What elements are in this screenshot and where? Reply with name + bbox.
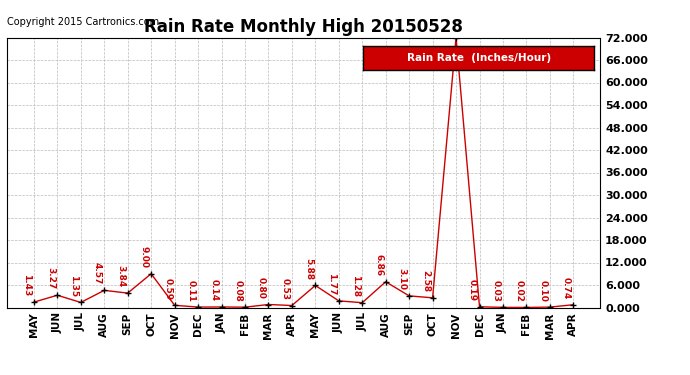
Text: 0.11: 0.11 [186,279,195,302]
Text: 6.86: 6.86 [374,254,383,276]
Text: 2.58: 2.58 [421,270,430,292]
Text: 0.59: 0.59 [163,278,172,300]
Text: 0.03: 0.03 [491,280,500,302]
Text: 0.14: 0.14 [210,279,219,302]
Text: 0.80: 0.80 [257,277,266,299]
Title: Rain Rate Monthly High 20150528: Rain Rate Monthly High 20150528 [144,18,463,36]
Text: 9.00: 9.00 [139,246,149,268]
Text: 3.84: 3.84 [116,265,126,288]
Text: 0.02: 0.02 [515,280,524,302]
Text: 3.27: 3.27 [46,267,55,290]
Text: 1.77: 1.77 [327,273,336,295]
Text: 1.35: 1.35 [69,275,79,297]
Text: 0.08: 0.08 [233,280,242,302]
Text: 0.74: 0.74 [562,277,571,299]
Text: 0.53: 0.53 [280,278,289,300]
Text: Copyright 2015 Cartronics.com: Copyright 2015 Cartronics.com [7,17,159,27]
Text: 3.10: 3.10 [397,268,406,290]
Text: 1.43: 1.43 [23,274,32,297]
Text: 4.57: 4.57 [92,262,102,285]
Text: 1.28: 1.28 [351,275,359,297]
Text: 5.88: 5.88 [304,258,313,280]
Text: 0.19: 0.19 [468,279,477,301]
Text: 0.10: 0.10 [538,280,547,302]
